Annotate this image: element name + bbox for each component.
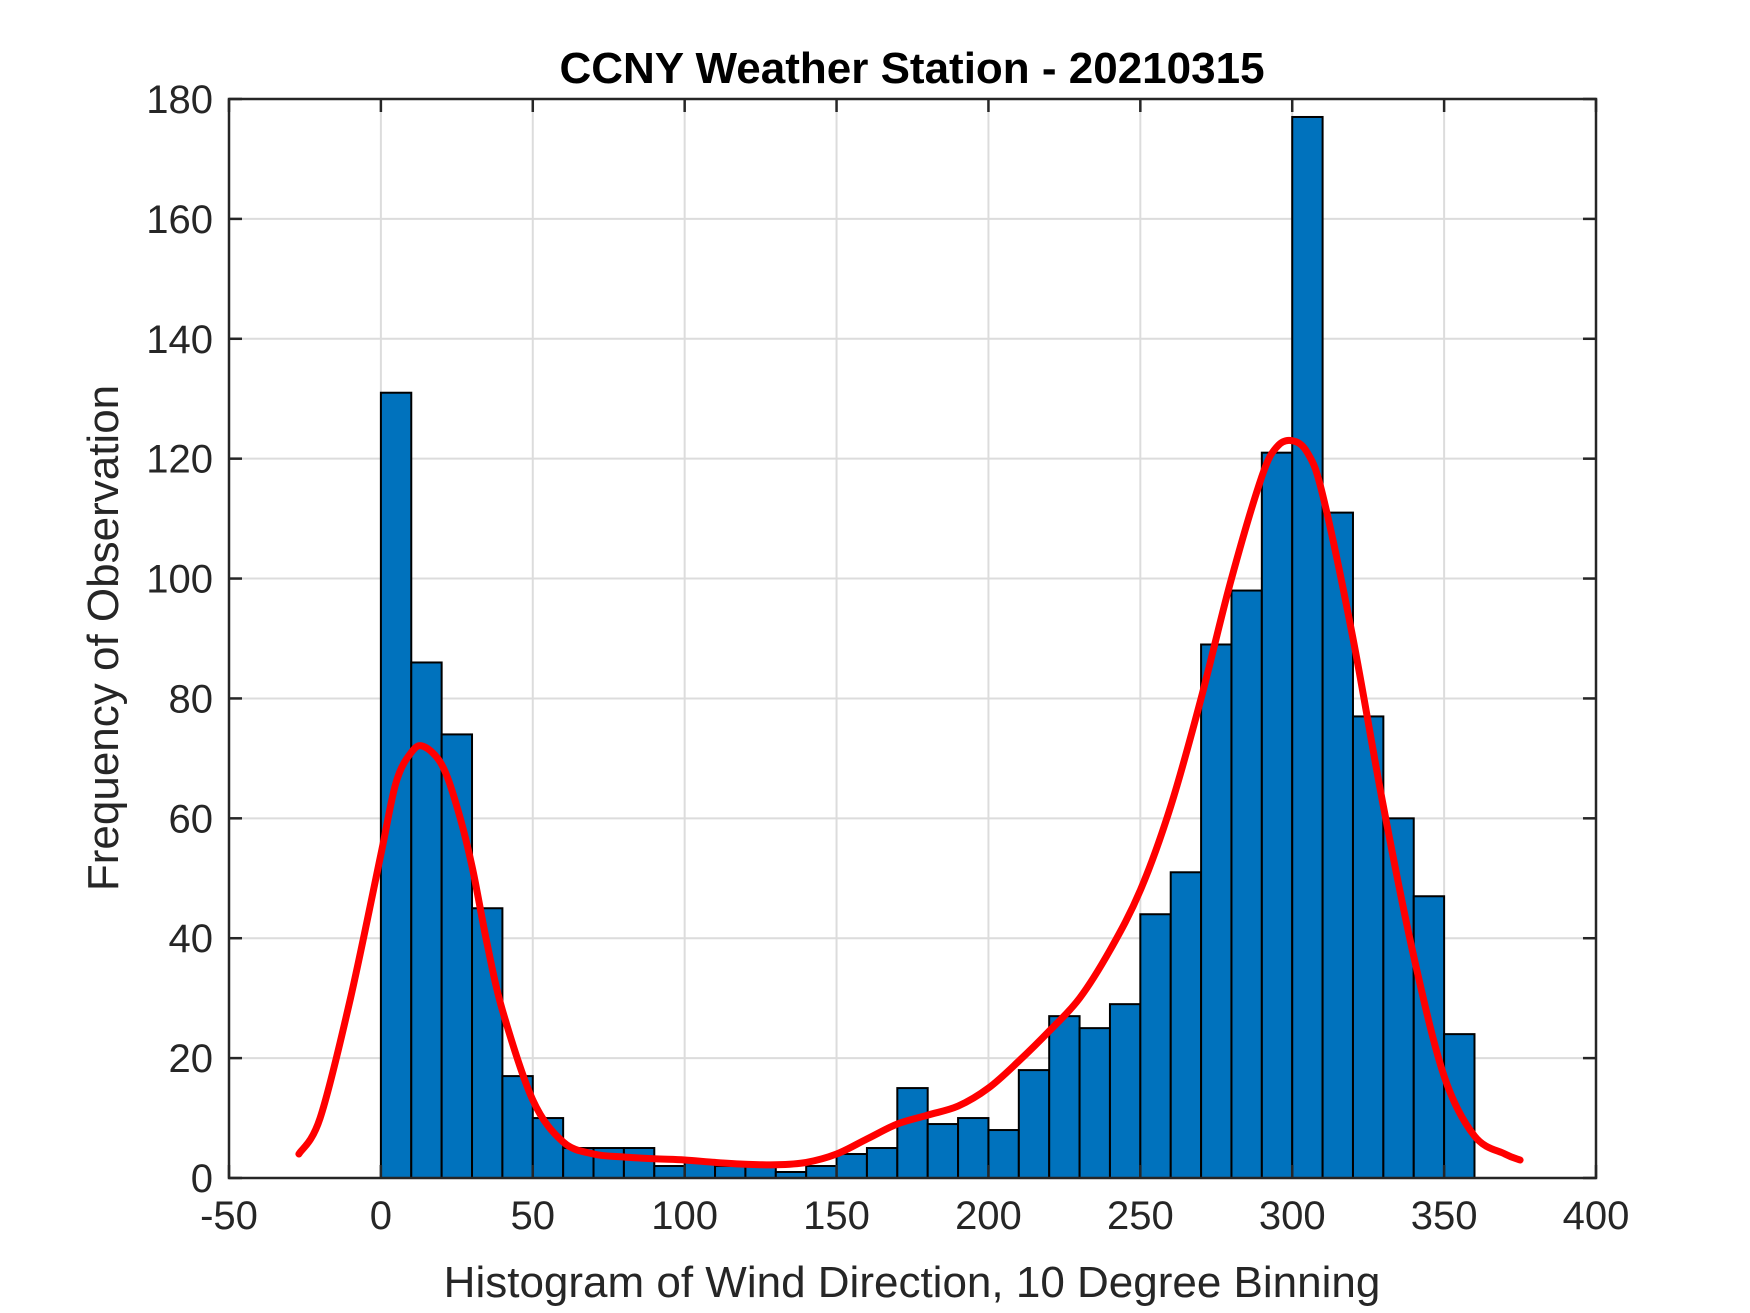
y-tick-label: 100 xyxy=(146,558,213,602)
histogram-bar xyxy=(410,661,443,1179)
histogram-bar xyxy=(805,1165,838,1179)
tick-marks xyxy=(227,97,1598,1180)
histogram-bar xyxy=(987,1129,1020,1179)
y-tick-label: 180 xyxy=(146,78,213,122)
histogram-bar xyxy=(1048,1015,1081,1180)
histogram-bar xyxy=(1200,643,1233,1179)
chart-title: CCNY Weather Station - 20210315 xyxy=(559,44,1264,93)
x-tick-label: 300 xyxy=(1259,1194,1326,1238)
histogram-bar xyxy=(1412,895,1446,1179)
y-tick-label: 60 xyxy=(169,797,214,841)
histogram-bar xyxy=(896,1087,929,1180)
histogram-bar xyxy=(1291,115,1324,1180)
x-tick-label: 150 xyxy=(803,1194,870,1238)
histogram-bar xyxy=(1108,1003,1142,1180)
x-axis-label: Histogram of Wind Direction, 10 Degree B… xyxy=(444,1258,1381,1307)
histogram-bar xyxy=(1230,589,1263,1179)
histogram-bar xyxy=(622,1147,656,1180)
y-tick-label: 20 xyxy=(169,1037,214,1081)
x-tick-label: 200 xyxy=(955,1194,1022,1238)
histogram-bar xyxy=(1169,871,1203,1179)
x-tick-label: 350 xyxy=(1411,1194,1478,1238)
y-axis-label: Frequency of Observation xyxy=(79,385,128,891)
histogram-bar xyxy=(865,1147,899,1180)
histogram-bar xyxy=(653,1165,686,1179)
y-tick-label: 160 xyxy=(146,198,213,242)
histogram-bar xyxy=(1260,451,1294,1179)
histogram-bar xyxy=(1139,913,1172,1179)
y-tick-label: 140 xyxy=(146,318,213,362)
x-tick-label: -50 xyxy=(200,1194,258,1238)
y-tick-label: 40 xyxy=(169,917,214,961)
histogram-bar xyxy=(926,1123,960,1180)
x-tick-label: 100 xyxy=(651,1194,718,1238)
histogram-bar xyxy=(957,1117,990,1179)
x-tick-label: 250 xyxy=(1107,1194,1174,1238)
x-tick-label: 50 xyxy=(511,1194,556,1238)
histogram-bar xyxy=(1078,1027,1111,1180)
y-tick-labels: 0 20 40 60 80 100 120 140 160 180 xyxy=(146,78,213,1201)
histogram-bar xyxy=(714,1165,747,1179)
y-tick-label: 120 xyxy=(146,438,213,482)
x-tick-label: 400 xyxy=(1563,1194,1630,1238)
y-tick-label: 0 xyxy=(191,1157,213,1201)
axes-box xyxy=(227,97,1598,1180)
x-tick-label: 0 xyxy=(370,1194,392,1238)
y-tick-label: 80 xyxy=(169,677,214,721)
density-curve xyxy=(295,436,1524,1169)
x-tick-labels: -50 0 50 100 150 200 250 300 350 400 xyxy=(200,1194,1629,1238)
histogram-bar xyxy=(1017,1069,1051,1179)
histogram-bar xyxy=(835,1153,868,1179)
